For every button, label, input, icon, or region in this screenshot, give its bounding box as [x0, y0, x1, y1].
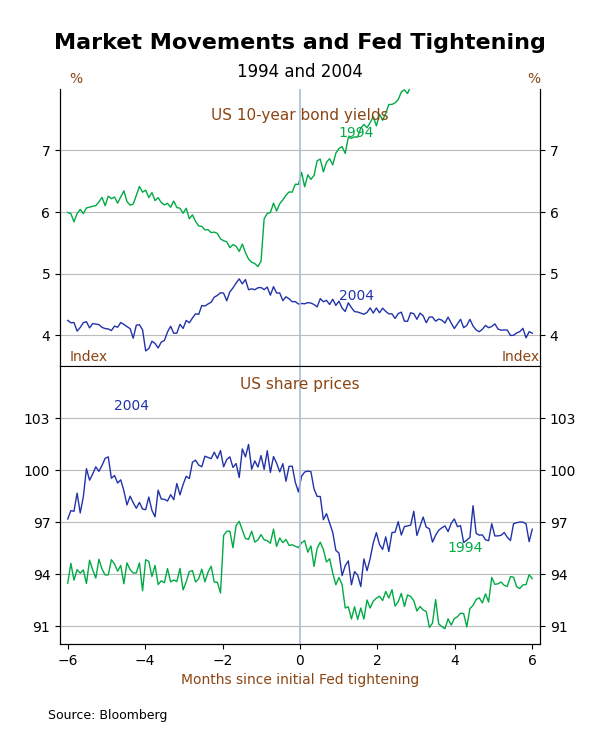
- Text: Index: Index: [502, 349, 540, 363]
- Text: 1994 and 2004: 1994 and 2004: [237, 63, 363, 81]
- Text: US share prices: US share prices: [240, 377, 360, 392]
- Text: Market Movements and Fed Tightening: Market Movements and Fed Tightening: [54, 33, 546, 53]
- Text: Index: Index: [70, 349, 108, 363]
- Text: 2004: 2004: [339, 289, 374, 303]
- Text: 1994: 1994: [339, 127, 374, 141]
- Text: %: %: [527, 72, 540, 86]
- X-axis label: Months since initial Fed tightening: Months since initial Fed tightening: [181, 673, 419, 687]
- Text: %: %: [70, 72, 83, 86]
- Text: 2004: 2004: [114, 399, 149, 413]
- Text: Source: Bloomberg: Source: Bloomberg: [48, 708, 167, 722]
- Text: 1994: 1994: [447, 541, 482, 555]
- Text: US 10-year bond yields: US 10-year bond yields: [211, 108, 389, 124]
